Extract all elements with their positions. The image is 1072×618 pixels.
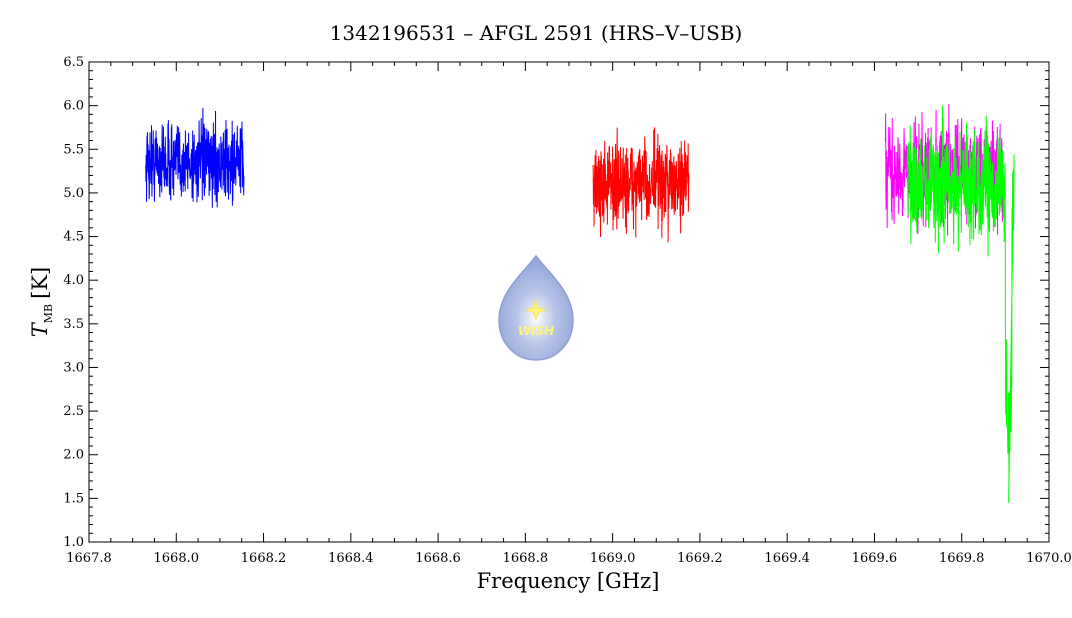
- y-tick-label: 4.0: [63, 273, 84, 288]
- wish-logo: WISH: [498, 254, 574, 361]
- y-tick-label: 6.0: [63, 99, 84, 114]
- y-tick-label: 6.5: [63, 55, 84, 70]
- y-tick-label: 5.0: [63, 186, 84, 201]
- x-tick-label: 1669.0: [590, 551, 636, 566]
- x-tick-label: 1668.8: [503, 551, 549, 566]
- y-axis-title-main: T: [28, 321, 52, 337]
- y-tick-label: 4.5: [63, 230, 84, 245]
- y-tick-label: 2.0: [63, 448, 84, 463]
- y-tick-label: 3.0: [63, 360, 84, 375]
- spectrum-series-4: [906, 105, 1015, 503]
- x-tick-label: 1669.4: [764, 551, 810, 566]
- y-axis-ticks: 1.0 1.5 2.0 2.5 3.0 3.5 4.0 4.5 5.0 5.5 6.0 6.5: [63, 55, 1049, 550]
- series-layer: [145, 104, 1015, 503]
- spectrum-series-2: [592, 127, 690, 243]
- y-tick-label: 2.5: [63, 404, 84, 419]
- y-tick-label: 3.5: [63, 317, 84, 332]
- y-axis-title-subscript: MB: [42, 304, 55, 323]
- spectrum-series-1: [145, 107, 245, 208]
- chart-title: 1342196531 – AFGL 2591 (HRS–V–USB): [330, 21, 743, 45]
- wish-star-icon: [524, 298, 548, 322]
- x-tick-label: 1669.6: [852, 551, 898, 566]
- x-tick-label: 1667.8: [66, 551, 112, 566]
- x-axis-title: Frequency [GHz]: [477, 569, 660, 593]
- y-axis-title-unit: [K]: [28, 267, 52, 299]
- wish-logo-text: WISH: [518, 324, 554, 338]
- x-tick-label: 1668.4: [328, 551, 374, 566]
- x-axis-ticks: 1667.8 1668.0 1668.2 1668.4 1668.6 1668.8 1669…: [66, 62, 1072, 566]
- y-axis-title: TMB [K]: [28, 267, 55, 337]
- x-tick-label: 1668.6: [415, 551, 461, 566]
- y-tick-label: 1.0: [63, 535, 84, 550]
- x-tick-label: 1669.2: [677, 551, 723, 566]
- x-tick-label: 1670.0: [1026, 551, 1072, 566]
- x-tick-label: 1668.2: [241, 551, 287, 566]
- x-tick-label: 1668.0: [154, 551, 200, 566]
- y-tick-label: 1.5: [63, 491, 84, 506]
- x-tick-label: 1669.8: [939, 551, 985, 566]
- y-tick-label: 5.5: [63, 142, 84, 157]
